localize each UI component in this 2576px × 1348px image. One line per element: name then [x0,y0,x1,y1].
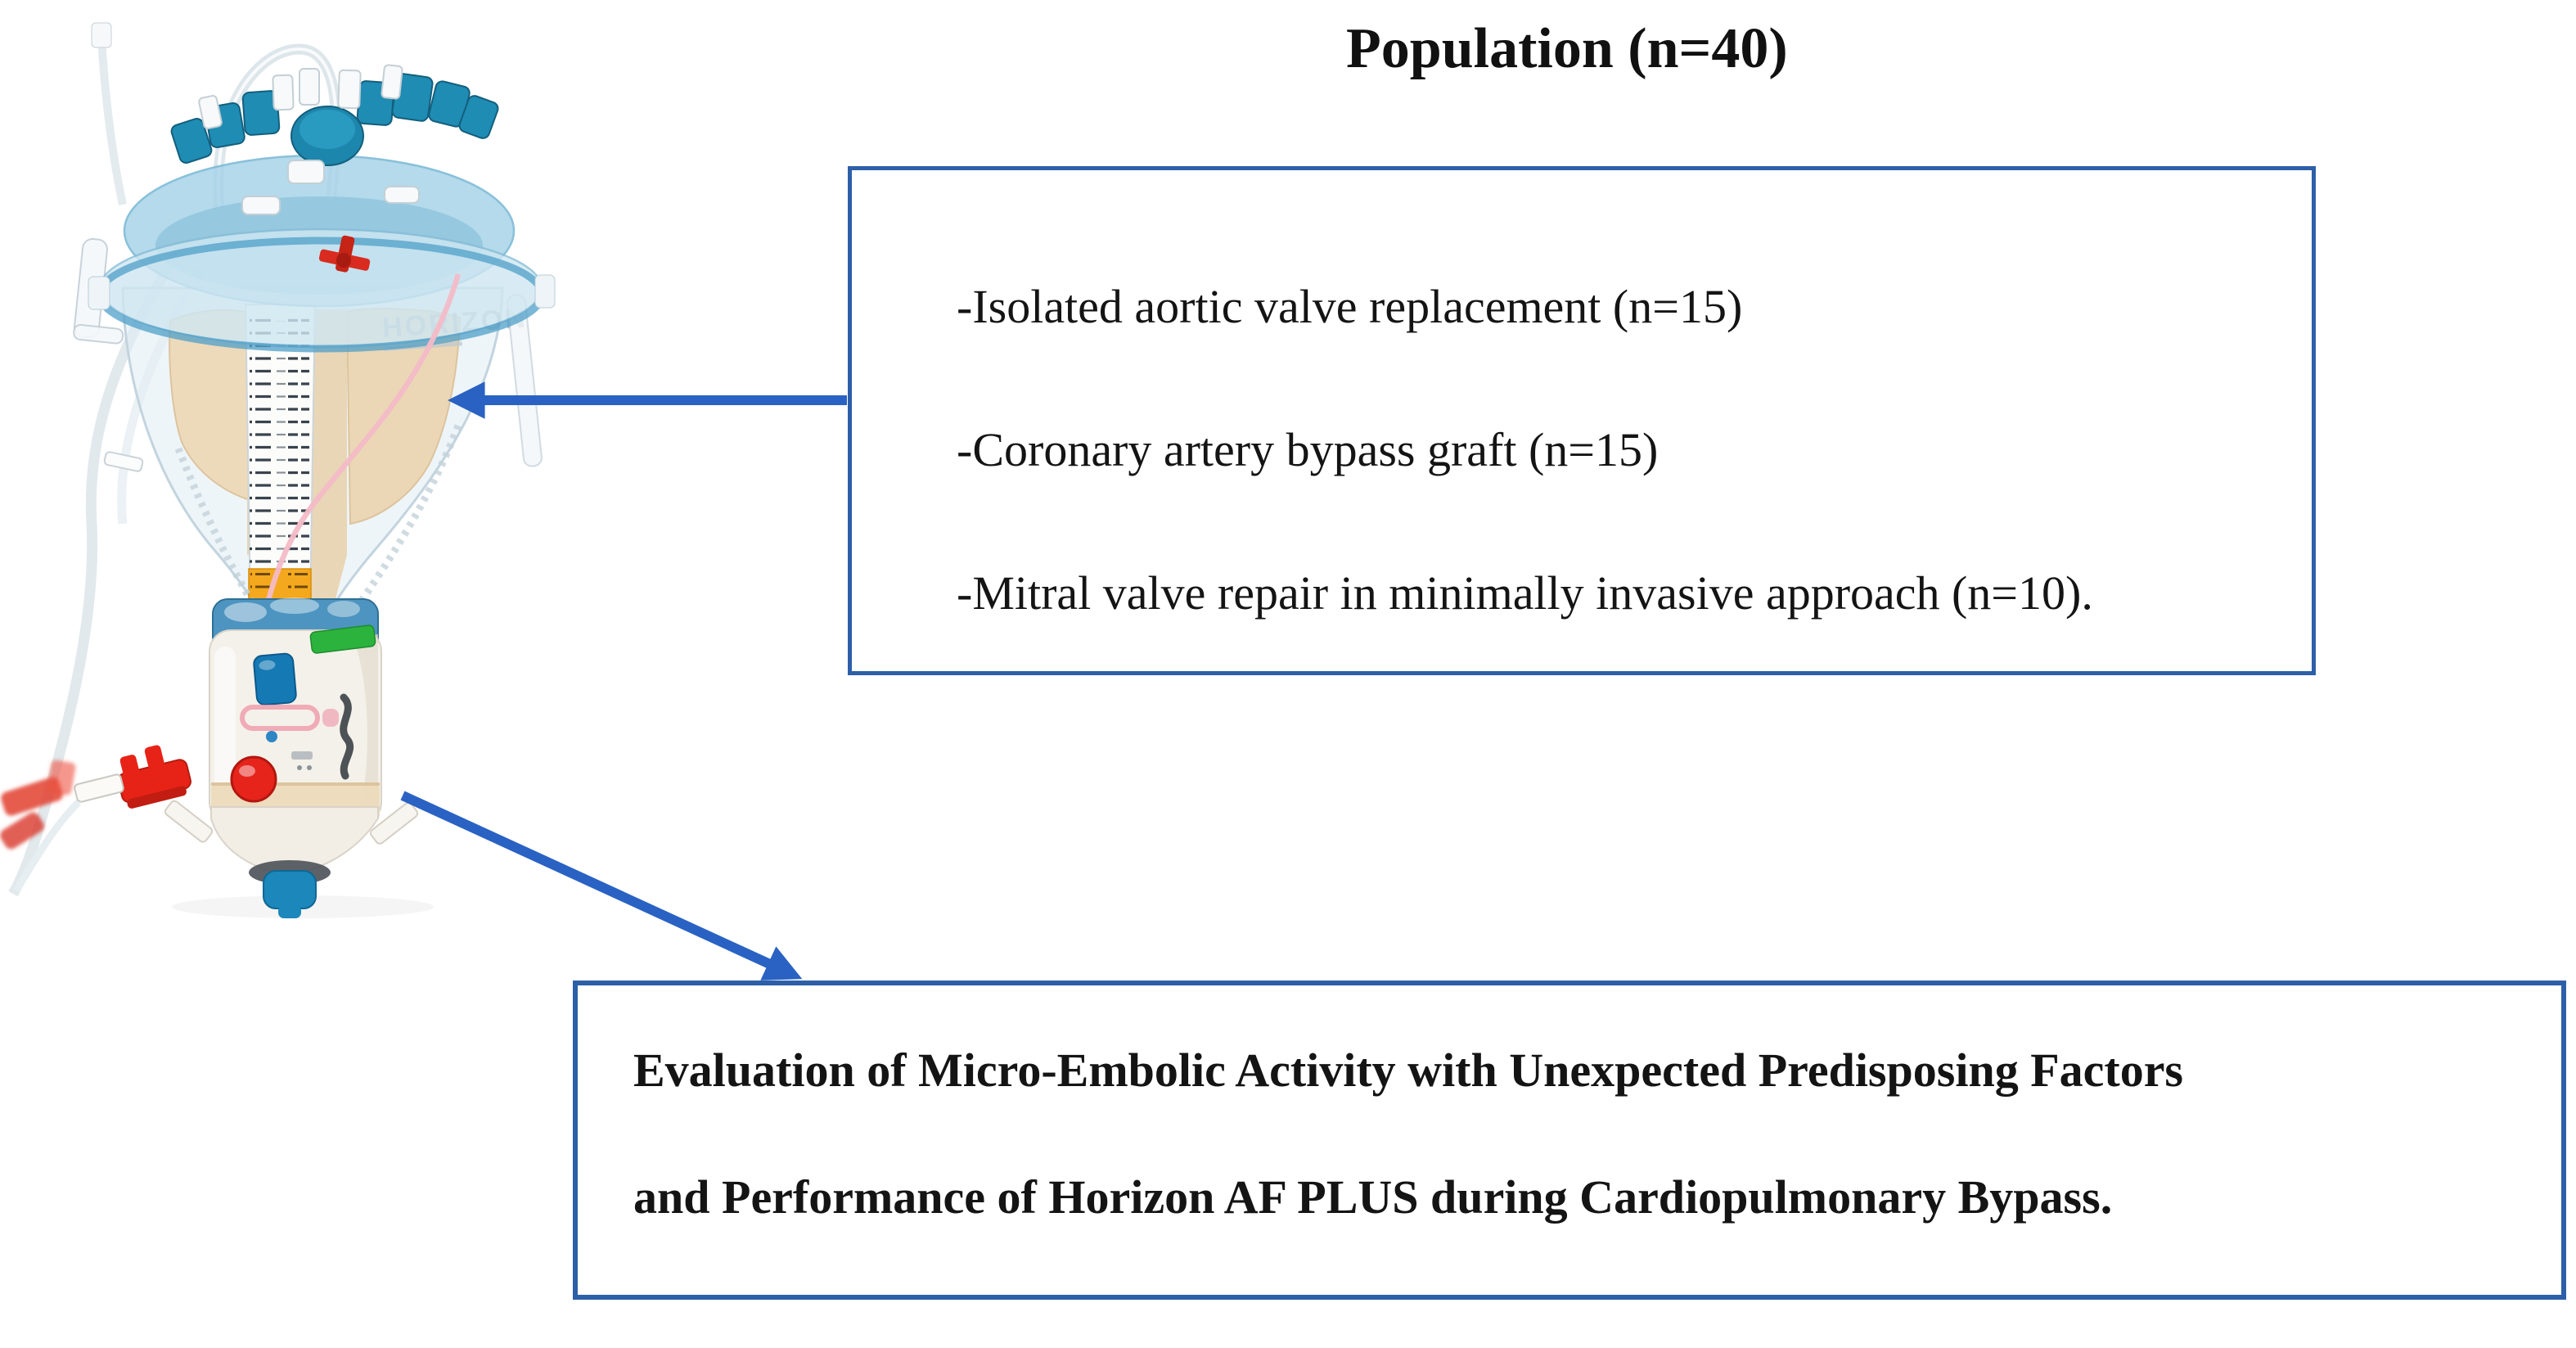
dark-logo-mark [340,693,354,780]
side-luer [103,451,144,472]
population-item: -Mitral valve repair in minimally invasi… [957,566,2093,620]
page-title: Population (n=40) [1346,17,1788,80]
pink-logo-blur [240,705,339,731]
red-cap [230,755,277,803]
bottom-outlet-blue [263,870,317,909]
lid-stopcock-red [318,235,371,273]
oxygenator [164,597,419,918]
lid-luer-caps [198,64,420,215]
conclusion-line: Evaluation of Micro-Embolic Activity wit… [633,1044,2184,1097]
lid-ports [170,73,499,166]
blue-port [253,652,297,706]
population-item: -Coronary artery bypass graft (n=15) [957,422,1659,476]
conclusion-line: and Performance of Horizon AF PLUS durin… [633,1170,2113,1224]
blue-dot [266,731,277,742]
conclusion-box: Evaluation of Micro-Embolic Activity wit… [573,981,2566,1300]
population-item: -Isolated aortic valve replacement (n=15… [957,280,1743,333]
arrow-device-to-conclusion [400,791,803,981]
green-label [309,624,376,654]
population-box: -Isolated aortic valve replacement (n=15… [848,166,2316,675]
cone-coil-right [350,424,462,615]
reservoir-lid [88,154,556,353]
red-stopcock-assembly [0,745,191,893]
device-photo: HORIZON [0,22,556,918]
